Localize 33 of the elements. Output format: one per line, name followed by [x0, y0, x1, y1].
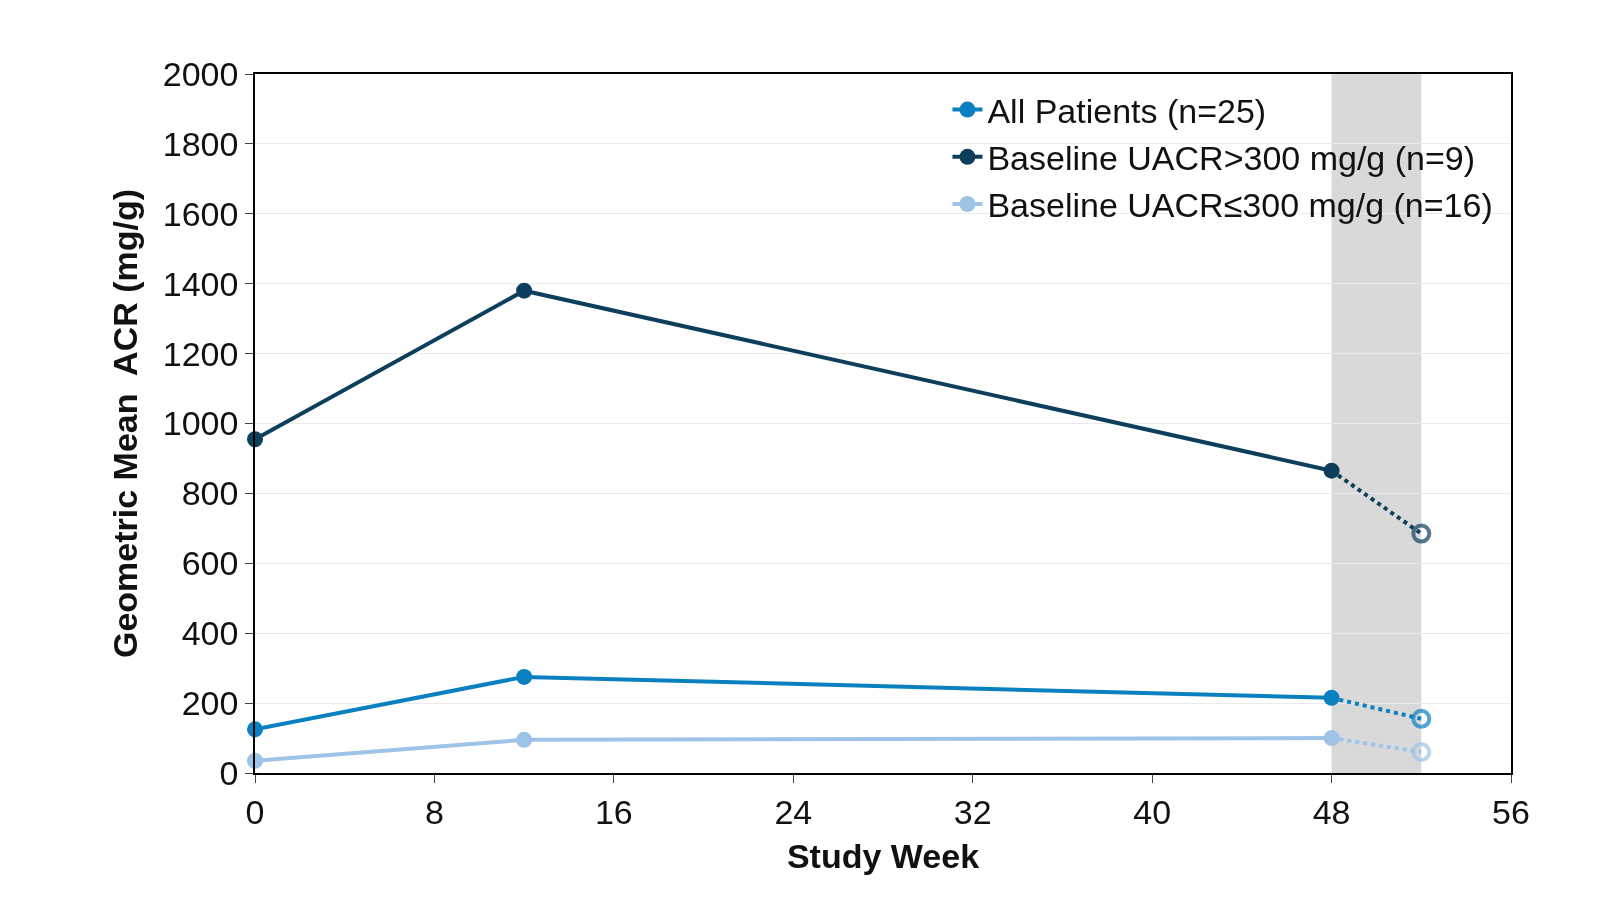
y-tick-label: 1400	[162, 264, 239, 303]
x-tick-label: 0	[245, 792, 265, 831]
x-tick-label: 8	[424, 792, 444, 831]
legend-label: Baseline UACR>300 mg/g (n=9)	[987, 139, 1476, 178]
point	[516, 731, 533, 748]
y-tick-label: 1200	[162, 334, 239, 373]
x-tick-label: 32	[953, 792, 992, 831]
y-tick-label: 1800	[162, 124, 239, 163]
y-tick-label: 200	[181, 684, 239, 722]
legend-label: All Patients (n=25)	[987, 91, 1267, 130]
point	[1411, 742, 1432, 763]
x-tick-label: 24	[774, 792, 813, 831]
x-axis-title: Study Week	[786, 837, 980, 876]
y-tick-label: 1000	[162, 404, 239, 443]
x-tick-label: 40	[1133, 792, 1172, 831]
x-tick-label: 56	[1492, 792, 1530, 831]
y-tick-label: 800	[181, 474, 239, 513]
legend-label: Baseline UACR≤300 mg/g (n=16)	[987, 186, 1493, 225]
x-tick-label: 48	[1312, 792, 1351, 831]
point	[1411, 708, 1432, 729]
y-tick-label: 600	[181, 544, 239, 583]
y-axis-title: Geometric Mean ACR (mg/g)	[105, 188, 144, 659]
y-tick-label: 2000	[162, 54, 239, 93]
y-tick-label: 1600	[162, 194, 239, 233]
point	[1323, 462, 1340, 479]
y-tick-label: 0	[219, 753, 239, 792]
y-tick-label: 400	[181, 614, 239, 653]
point	[1323, 689, 1340, 706]
x-tick-label: 16	[594, 792, 633, 831]
point	[516, 282, 533, 299]
point	[516, 668, 533, 685]
point	[1323, 730, 1340, 747]
point	[1411, 523, 1432, 544]
